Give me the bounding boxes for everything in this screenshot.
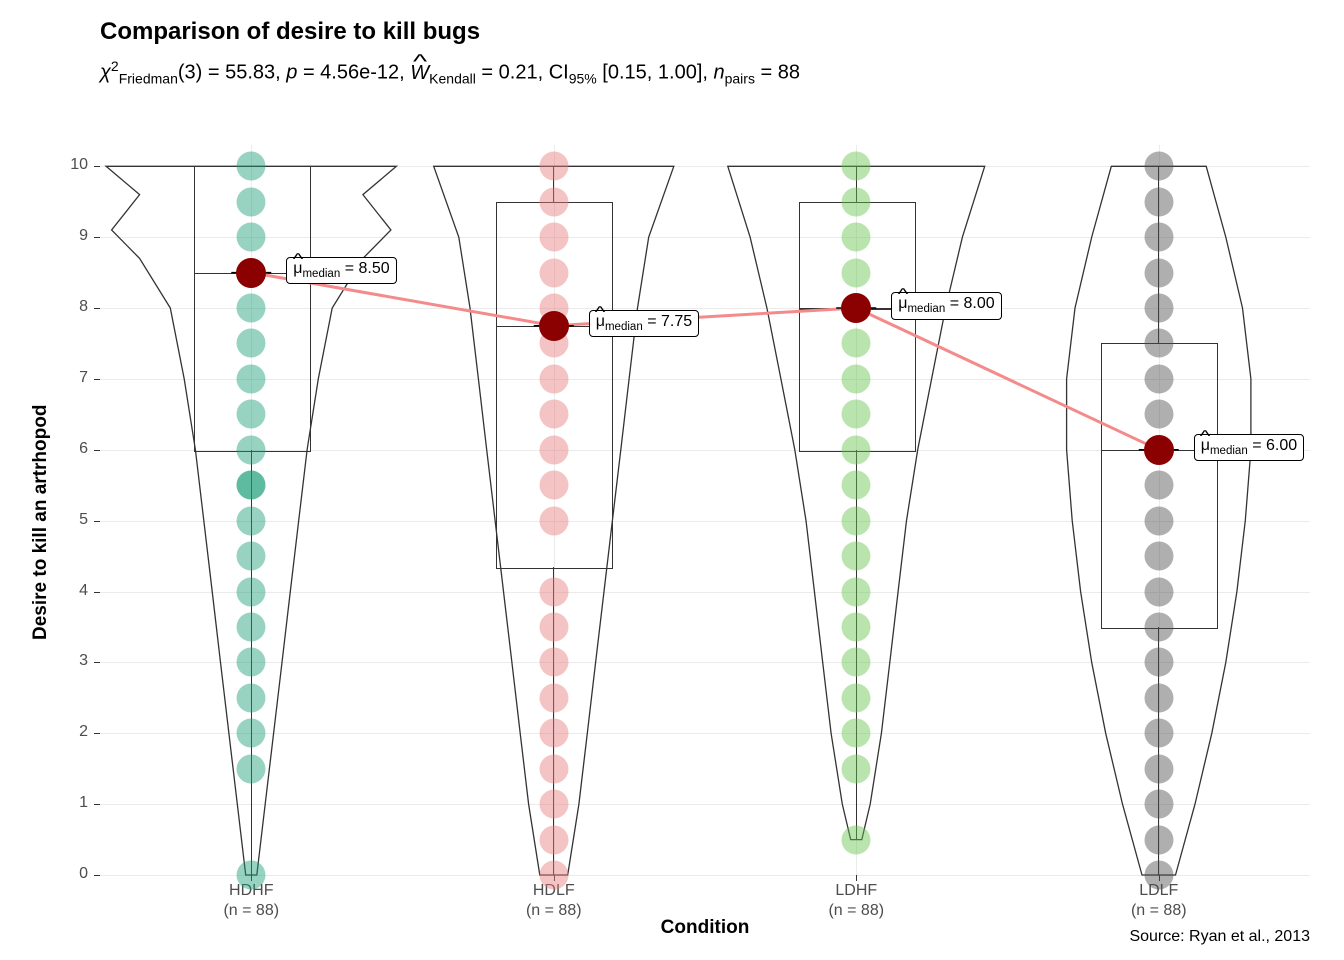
median-point <box>1144 435 1174 465</box>
chart-title: Comparison of desire to kill bugs <box>100 18 480 46</box>
median-label: μ^median = 8.00 <box>891 292 1001 320</box>
x-axis-label: Condition <box>605 917 805 939</box>
y-tick-label: 2 <box>79 723 88 741</box>
y-tick-label: 0 <box>79 865 88 883</box>
y-axis-label: Desire to kill an artrhopod <box>30 405 52 640</box>
y-tick-label: 8 <box>79 298 88 316</box>
median-label: μ^median = 6.00 <box>1194 434 1304 462</box>
y-tick-label: 4 <box>79 582 88 600</box>
y-tick-label: 10 <box>70 156 88 174</box>
y-tick-label: 1 <box>79 794 88 812</box>
median-label: μ^median = 8.50 <box>286 257 396 285</box>
y-tick-label: 6 <box>79 440 88 458</box>
x-tick-label: LDHF (n = 88) <box>776 881 936 921</box>
chart-subtitle: χ2Friedman(3) = 55.83, p = 4.56e-12, W^K… <box>100 58 800 87</box>
chart-container: Comparison of desire to kill bugs χ2Frie… <box>0 0 1344 960</box>
median-error-bar <box>100 145 1310 875</box>
source-caption: Source: Ryan et al., 2013 <box>1129 928 1310 946</box>
median-point <box>539 311 569 341</box>
median-point <box>841 293 871 323</box>
gridline-horizontal <box>100 875 1310 876</box>
y-tick-mark <box>94 875 100 876</box>
y-tick-label: 7 <box>79 369 88 387</box>
plot-area: μ^median = 8.50 μ^median = 7.75 μ^median =… <box>100 145 1310 875</box>
median-point <box>236 258 266 288</box>
y-tick-label: 9 <box>79 227 88 245</box>
y-tick-label: 5 <box>79 511 88 529</box>
y-tick-label: 3 <box>79 652 88 670</box>
median-label: μ^median = 7.75 <box>589 310 699 338</box>
